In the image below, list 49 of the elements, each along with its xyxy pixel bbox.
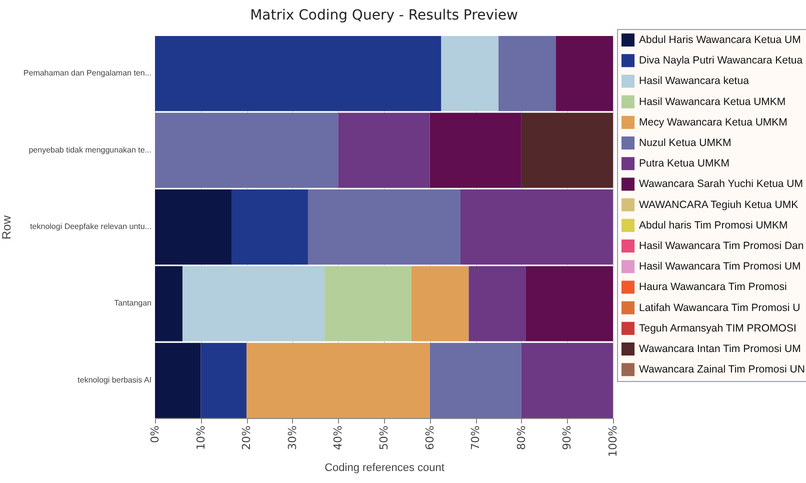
legend-label: Latifah Wawancara Tim Promosi U (639, 302, 800, 314)
legend-label: Wawancara Intan Tim Promosi UM (639, 343, 801, 355)
bar (231, 189, 308, 265)
x-tick-label: 100% (606, 426, 620, 457)
x-tick-label: 0% (148, 426, 162, 443)
bar (182, 266, 324, 342)
legend-label: Wawancara Sarah Yuchi Ketua UM (639, 178, 804, 190)
x-tick-label: 60% (423, 426, 436, 450)
y-axis-title: Row (0, 215, 14, 240)
bar (324, 266, 412, 342)
y-tick-label: Pemahaman dan Pengalaman ten... (23, 68, 152, 78)
bar (441, 36, 498, 112)
legend-label: Abdul haris Tim Promosi UMKM (639, 219, 788, 232)
y-tick-label: teknologi Deepfake relevan untu... (30, 222, 152, 231)
x-tick-label: 20% (240, 426, 254, 450)
bar (556, 36, 613, 112)
bar (521, 112, 613, 188)
bar (155, 36, 442, 112)
bar (338, 112, 430, 188)
legend-label: WAWANCARA Tegiuh Ketua UMK (639, 198, 798, 211)
legend-label: Wawancara Zainal Tim Promosi UN (639, 364, 805, 376)
y-tick-label: teknologi berbasis AI (78, 375, 152, 384)
chart-title: Matrix Coding Query - Results Preview (250, 8, 518, 24)
x-tick-label: 50% (378, 426, 390, 450)
bar (498, 36, 556, 112)
bar (200, 342, 247, 418)
x-tick-label: 30% (286, 426, 299, 450)
x-tick-label: 80% (514, 426, 528, 450)
y-tick-label: Tantangan (114, 298, 152, 308)
legend-label: Mecy Wawancara Ketua UMKM (639, 116, 788, 128)
legend-label: Abdul Haris Wawancara Ketua UM (639, 34, 801, 46)
legend-label: Hasil Wawancara ketua (639, 75, 750, 88)
y-tick-label: penyebab tidak menggunakan te... (28, 145, 152, 154)
legend-label: Teguh Armansyah TIM PROMOSI (639, 322, 796, 334)
x-tick-label: 90% (560, 426, 574, 450)
legend-label: Hasil Wawancara Tim Promosi Dan (639, 240, 804, 252)
x-tick-label: 40% (332, 426, 345, 450)
x-axis-title: Coding references count (324, 462, 444, 474)
bar (430, 342, 522, 418)
x-tick-label: 70% (469, 426, 482, 450)
legend-label: Putra Ketua UMKM (639, 158, 730, 170)
legend-label: Nuzul Ketua UMKM (639, 137, 732, 149)
legend-label: Hasil Wawancara Tim Promosi UM (639, 260, 801, 273)
bar (430, 112, 522, 188)
legend-label: Haura Wawancara Tim Promosi (639, 281, 787, 294)
x-tick-label: 10% (194, 426, 208, 450)
bar (526, 266, 613, 342)
legend-label: Diva Nayla Putri Wawancara Ketua (639, 54, 803, 67)
legend-label: Hasil Wawancara Ketua UMKM (639, 96, 786, 108)
